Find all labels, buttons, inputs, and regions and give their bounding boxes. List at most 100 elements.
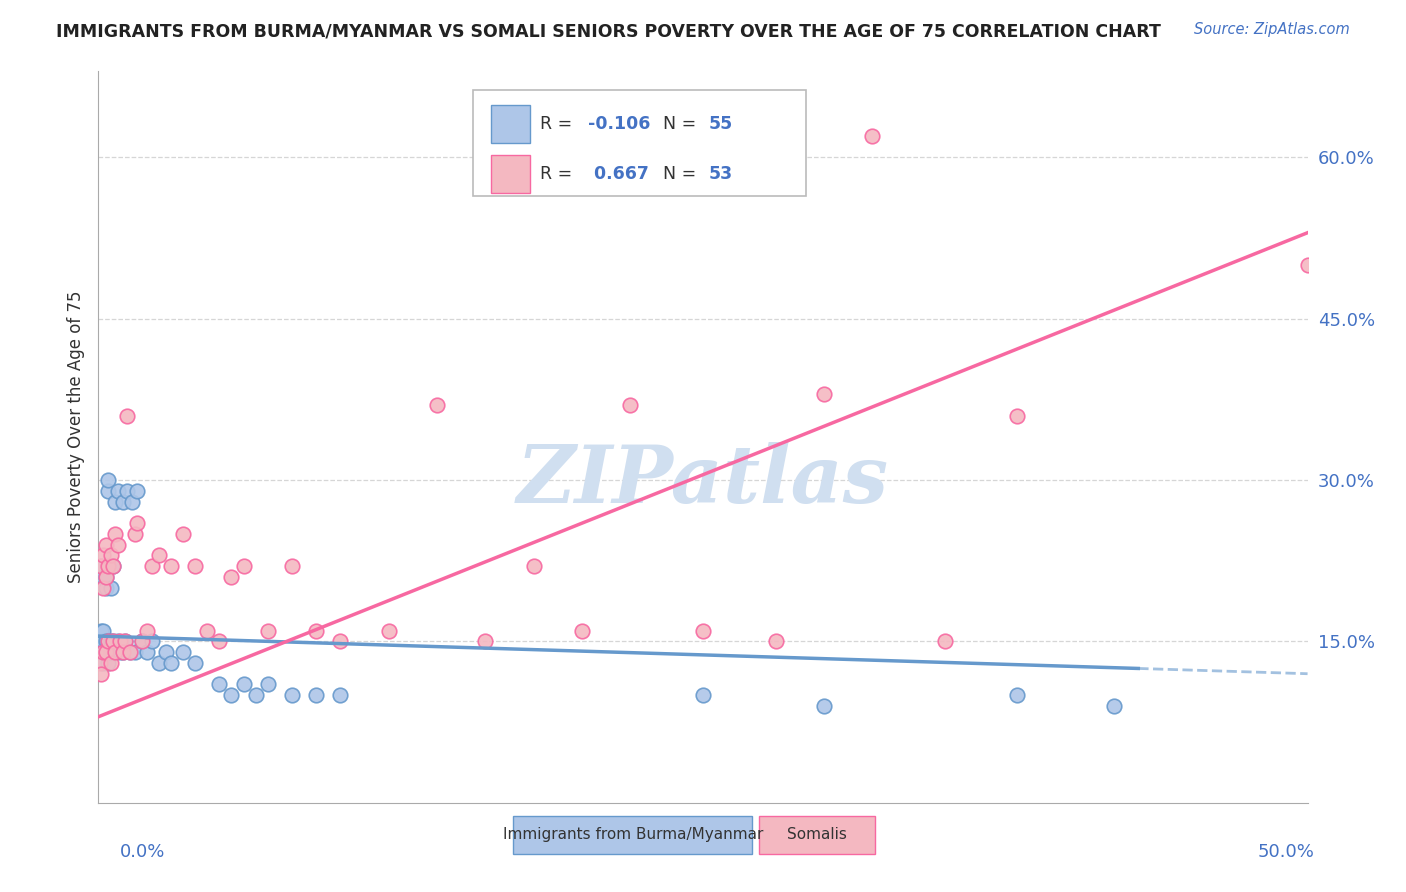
- Point: [135, 645, 157, 659]
- Point: [91, 581, 114, 595]
- Point: [89, 645, 111, 659]
- Point: [245, 688, 267, 702]
- Point: [281, 559, 304, 574]
- Text: Source: ZipAtlas.com: Source: ZipAtlas.com: [1194, 22, 1350, 37]
- Point: [94, 581, 117, 595]
- Point: [127, 483, 149, 498]
- Point: [692, 688, 714, 702]
- Point: [221, 688, 243, 702]
- Point: [232, 677, 254, 691]
- Point: [91, 624, 114, 638]
- Point: [100, 656, 122, 670]
- Point: [1102, 698, 1125, 713]
- Point: [160, 559, 183, 574]
- Text: 50.0%: 50.0%: [1258, 843, 1315, 861]
- Point: [121, 494, 143, 508]
- Point: [148, 549, 170, 563]
- Point: [97, 483, 120, 498]
- Point: [90, 634, 112, 648]
- Point: [108, 634, 131, 648]
- Point: [91, 656, 114, 670]
- FancyBboxPatch shape: [492, 105, 530, 143]
- Point: [195, 624, 218, 638]
- Point: [118, 645, 141, 659]
- Point: [107, 483, 129, 498]
- Point: [1296, 258, 1319, 272]
- Point: [90, 666, 112, 681]
- Point: [141, 559, 163, 574]
- Point: [91, 645, 114, 659]
- Point: [100, 581, 122, 595]
- Point: [148, 656, 170, 670]
- Point: [329, 688, 352, 702]
- Point: [305, 688, 328, 702]
- Point: [94, 645, 117, 659]
- FancyBboxPatch shape: [474, 90, 806, 195]
- Point: [100, 549, 122, 563]
- Point: [97, 634, 120, 648]
- Point: [107, 538, 129, 552]
- Point: [94, 634, 117, 648]
- Text: IMMIGRANTS FROM BURMA/MYANMAR VS SOMALI SENIORS POVERTY OVER THE AGE OF 75 CORRE: IMMIGRANTS FROM BURMA/MYANMAR VS SOMALI …: [56, 22, 1161, 40]
- Point: [281, 688, 304, 702]
- Point: [131, 634, 153, 648]
- Point: [97, 473, 120, 487]
- Point: [94, 645, 117, 659]
- Point: [172, 645, 194, 659]
- Point: [111, 645, 134, 659]
- Point: [91, 570, 114, 584]
- Text: 0.667: 0.667: [588, 165, 650, 183]
- Point: [377, 624, 399, 638]
- Point: [118, 645, 141, 659]
- Point: [619, 398, 641, 412]
- Point: [94, 570, 117, 584]
- Point: [117, 409, 139, 423]
- Point: [184, 559, 207, 574]
- Text: N =: N =: [664, 165, 702, 183]
- Point: [124, 645, 146, 659]
- Point: [221, 570, 243, 584]
- Point: [571, 624, 593, 638]
- Point: [124, 527, 146, 541]
- Point: [127, 516, 149, 530]
- Point: [111, 494, 134, 508]
- Point: [117, 483, 139, 498]
- Point: [141, 634, 163, 648]
- Point: [329, 634, 352, 648]
- Point: [256, 624, 278, 638]
- Point: [108, 645, 131, 659]
- Text: N =: N =: [664, 115, 702, 133]
- Point: [97, 656, 120, 670]
- Point: [208, 634, 231, 648]
- Point: [765, 634, 787, 648]
- Point: [104, 645, 127, 659]
- Point: [101, 559, 124, 574]
- Text: ZIPatlas: ZIPatlas: [517, 442, 889, 520]
- Text: R =: R =: [540, 115, 578, 133]
- Point: [692, 624, 714, 638]
- Point: [107, 634, 129, 648]
- Point: [90, 559, 112, 574]
- Point: [426, 398, 449, 412]
- Point: [256, 677, 278, 691]
- Point: [135, 624, 157, 638]
- Point: [813, 387, 835, 401]
- Point: [523, 559, 546, 574]
- Point: [90, 624, 112, 638]
- Point: [305, 624, 328, 638]
- Point: [813, 698, 835, 713]
- Text: 55: 55: [709, 115, 734, 133]
- Point: [160, 656, 183, 670]
- Point: [101, 645, 124, 659]
- Point: [100, 634, 122, 648]
- FancyBboxPatch shape: [492, 154, 530, 193]
- Point: [114, 634, 136, 648]
- FancyBboxPatch shape: [513, 816, 752, 854]
- Point: [91, 549, 114, 563]
- Point: [101, 634, 124, 648]
- Point: [474, 634, 496, 648]
- Point: [100, 645, 122, 659]
- Point: [101, 559, 124, 574]
- Point: [131, 634, 153, 648]
- Text: Somalis: Somalis: [787, 828, 846, 842]
